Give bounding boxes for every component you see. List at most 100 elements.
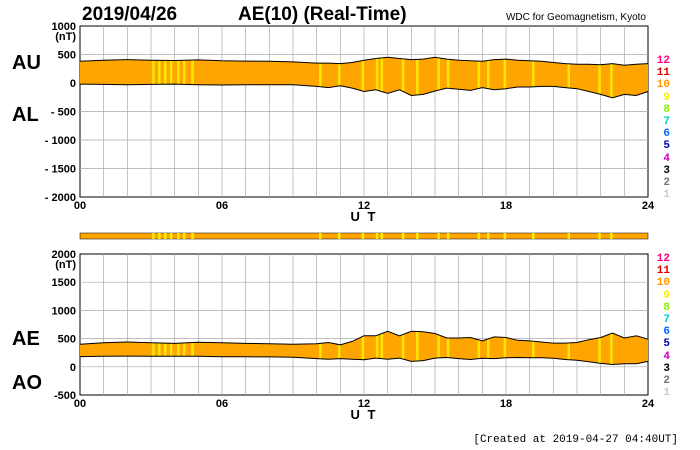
al-label: AL <box>12 104 39 126</box>
level-legend-item: 3 <box>663 164 670 177</box>
level-legend-item: 9 <box>663 289 670 302</box>
highlight-stripe <box>182 57 186 98</box>
highlight-stripe <box>503 331 507 365</box>
highlight-stripe <box>158 57 161 98</box>
y-tick-label: 1500 <box>52 277 76 289</box>
activity-strip-mark <box>532 233 535 239</box>
y-tick-label: - 1000 <box>45 135 76 147</box>
level-legend-item: 6 <box>663 326 670 339</box>
au-label: AU <box>12 52 41 74</box>
level-legend-item: 5 <box>663 140 670 153</box>
activity-strip-mark <box>182 233 186 239</box>
activity-strip-mark <box>177 233 180 239</box>
level-legend-item: 1 <box>663 189 670 202</box>
activity-strip-mark <box>416 233 419 239</box>
y-tick-label: 500 <box>58 50 76 62</box>
level-legend-item: 3 <box>663 362 670 375</box>
highlight-stripe <box>532 57 535 98</box>
series-line-au <box>79 56 649 66</box>
data-source: WDC for Geomagnetism, Kyoto <box>505 12 646 23</box>
level-legend-item: 7 <box>663 116 670 128</box>
x-tick-label: 06 <box>216 200 228 212</box>
level-legend-item: 11 <box>656 67 670 80</box>
level-legend-item: 6 <box>663 128 670 141</box>
activity-strip-mark <box>610 233 613 239</box>
highlight-stripe <box>337 57 341 98</box>
level-legend-item: 11 <box>656 265 670 278</box>
highlight-stripe <box>337 331 341 365</box>
highlight-stripe <box>401 331 405 365</box>
y-tick-label: 1000 <box>52 305 76 317</box>
highlight-stripe <box>532 331 535 365</box>
x-tick-label: 00 <box>74 398 86 410</box>
activity-strip-mark <box>446 233 450 239</box>
level-legend-item: 1 <box>663 387 670 400</box>
highlight-stripe <box>177 331 180 365</box>
series-line-al <box>79 83 649 99</box>
highlight-stripe <box>361 57 365 98</box>
highlight-stripe <box>191 331 194 365</box>
level-legend-item: 7 <box>663 314 670 326</box>
highlight-stripe <box>375 57 379 98</box>
highlight-stripe <box>610 331 613 365</box>
activity-strip-mark <box>567 233 571 239</box>
activity-strip-mark <box>169 233 173 239</box>
highlight-stripe <box>567 331 571 365</box>
y-tick-label: -500 <box>54 390 76 402</box>
highlight-stripe <box>446 57 450 98</box>
x-tick-label: 24 <box>642 398 655 410</box>
y-tick-label: - 2000 <box>45 192 76 204</box>
level-legend-item: 8 <box>663 301 670 314</box>
highlight-stripe <box>477 331 481 365</box>
x-tick-label: 12 <box>358 200 370 212</box>
activity-strip-mark <box>598 233 601 239</box>
highlight-stripe <box>169 331 173 365</box>
activity-strip-mark <box>158 233 161 239</box>
highlight-stripe <box>487 57 490 98</box>
activity-strip-mark <box>375 233 379 239</box>
highlight-stripe <box>169 57 173 98</box>
highlight-stripe <box>437 331 440 365</box>
ae-label: AE <box>12 328 40 350</box>
activity-strip-mark <box>503 233 507 239</box>
highlight-stripe <box>437 57 440 98</box>
highlight-stripe <box>164 331 167 365</box>
activity-strip-mark <box>361 233 365 239</box>
y-unit-label: (nT) <box>55 259 76 271</box>
highlight-stripe <box>598 57 601 98</box>
x-tick-label: 18 <box>500 398 512 410</box>
activity-strip-mark <box>380 233 384 239</box>
level-legend-item: 12 <box>656 55 670 67</box>
highlight-stripe <box>416 57 419 98</box>
highlight-stripe <box>503 57 507 98</box>
chart-title: AE(10) (Real-Time) <box>238 4 407 25</box>
level-legend-item: 4 <box>663 350 670 363</box>
level-legend-item: 12 <box>656 253 670 265</box>
x-tick-label: 06 <box>216 398 228 410</box>
highlight-stripe <box>319 331 322 365</box>
highlight-stripe <box>319 57 322 98</box>
level-legend-item: 10 <box>656 79 670 92</box>
activity-strip-mark <box>319 233 322 239</box>
activity-strip-mark <box>164 233 167 239</box>
highlight-stripe <box>380 57 384 98</box>
chart-date: 2019/04/26 <box>82 4 178 25</box>
y-unit-label: (nT) <box>55 31 76 43</box>
series-line-ao <box>79 355 649 366</box>
activity-strip-mark <box>401 233 405 239</box>
level-legend-item: 4 <box>663 152 670 165</box>
highlight-stripe <box>567 57 571 98</box>
highlight-stripe <box>152 331 155 365</box>
highlight-stripes <box>152 331 613 365</box>
highlight-stripe <box>375 331 379 365</box>
y-tick-label: 0 <box>70 362 76 374</box>
x-tick-label: 12 <box>358 398 370 410</box>
highlight-stripe <box>191 57 194 98</box>
highlight-stripe <box>598 331 601 365</box>
series-line-ae <box>79 330 649 346</box>
highlight-stripe <box>152 57 155 98</box>
x-axis-label: U T <box>351 209 378 224</box>
activity-strip-mark <box>337 233 341 239</box>
highlight-stripe <box>477 57 481 98</box>
created-timestamp: [Created at 2019-04-27 04:40UT] <box>473 434 678 446</box>
